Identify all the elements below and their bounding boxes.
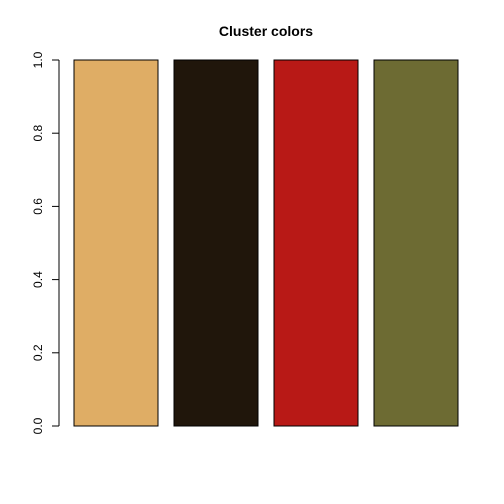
y-tick-label-4: 0.8 — [31, 125, 45, 142]
y-tick-label-1: 0.2 — [31, 344, 45, 361]
y-tick-label-2: 0.4 — [31, 271, 45, 288]
bar-1 — [73, 59, 159, 427]
bar-4 — [373, 59, 459, 427]
bars-group — [73, 59, 459, 427]
bar-3 — [273, 59, 359, 427]
y-tick-label-3: 0.6 — [31, 198, 45, 215]
bar-2 — [173, 59, 259, 427]
chart-title: Cluster colors — [219, 23, 313, 39]
y-axis: 0.0 0.2 0.4 0.6 0.8 1.0 — [31, 51, 60, 434]
y-tick-label-0: 0.0 — [31, 417, 45, 434]
y-tick-label-5: 1.0 — [31, 51, 45, 68]
